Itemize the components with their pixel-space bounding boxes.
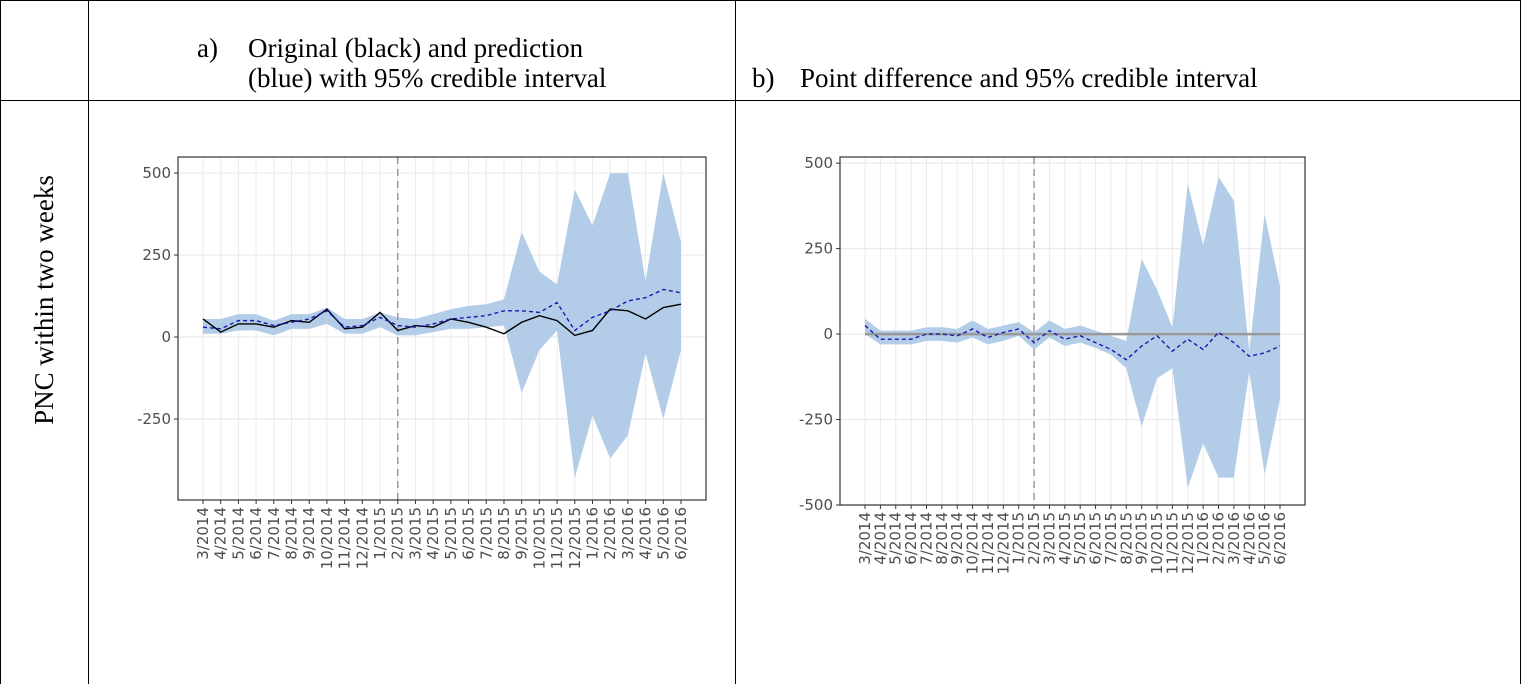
x-tick-label: 8/2014 — [283, 507, 301, 560]
x-tick-label: 8/2014 — [933, 512, 951, 565]
x-tick-label: 9/2015 — [513, 507, 531, 560]
x-tick-label: 6/2015 — [1087, 512, 1105, 565]
y-tick-label: 500 — [804, 154, 833, 172]
x-tick-label: 4/2016 — [637, 507, 655, 560]
series-line — [202, 303, 682, 337]
x-tick-label: 5/2016 — [654, 507, 672, 560]
x-tick-label: 8/2015 — [495, 507, 513, 560]
x-tick-label: 11/2015 — [548, 507, 566, 569]
x-tick-label: 4/2015 — [1056, 512, 1074, 565]
y-tick-label: 0 — [823, 325, 833, 343]
x-tick-label: 3/2015 — [1040, 512, 1058, 565]
x-tick-label: 5/2015 — [442, 507, 460, 560]
x-tick-label: 5/2014 — [229, 507, 247, 560]
credible-interval — [203, 173, 681, 479]
x-tick-label: 11/2014 — [336, 507, 354, 569]
x-tick-label: 3/2016 — [619, 507, 637, 560]
x-tick-label: 4/2014 — [212, 507, 230, 560]
x-tick-label: 11/2014 — [979, 512, 997, 574]
x-tick-label: 1/2015 — [1010, 512, 1028, 565]
y-tick-label: -250 — [137, 410, 171, 428]
x-tick-label: 6/2014 — [902, 512, 920, 565]
x-tick-label: 3/2015 — [406, 507, 424, 560]
x-tick-label: 4/2015 — [424, 507, 442, 560]
plot-border — [177, 156, 707, 501]
x-tick-label: 10/2015 — [530, 507, 548, 569]
x-tick-label: 4/2014 — [871, 512, 889, 565]
plot-border — [839, 156, 1306, 506]
x-tick-label: 1/2016 — [583, 507, 601, 560]
y-tick-label: 0 — [161, 328, 171, 346]
y-tick-label: 500 — [142, 164, 171, 182]
x-tick-label: 12/2015 — [1179, 512, 1197, 574]
header-marker: a) — [197, 33, 218, 63]
series-line — [864, 325, 1281, 361]
x-tick-label: 6/2014 — [247, 507, 265, 560]
x-tick-label: 10/2014 — [964, 512, 982, 574]
x-tick-label: 5/2015 — [1071, 512, 1089, 565]
x-tick-label: 11/2015 — [1163, 512, 1181, 574]
x-tick-label: 10/2015 — [1148, 512, 1166, 574]
x-tick-label: 7/2015 — [1102, 512, 1120, 565]
x-tick-label: 9/2015 — [1133, 512, 1151, 565]
x-tick-label: 7/2014 — [917, 512, 935, 565]
x-tick-label: 9/2014 — [300, 507, 318, 560]
header-line: Original (black) and prediction — [248, 33, 584, 63]
x-tick-label: 7/2014 — [265, 507, 283, 560]
x-tick-label: 8/2015 — [1117, 512, 1135, 565]
header-line: Point difference and 95% credible interv… — [800, 63, 1258, 93]
series-line — [202, 288, 682, 332]
x-tick-label: 6/2016 — [672, 507, 690, 560]
x-tick-label: 7/2015 — [477, 507, 495, 560]
x-tick-label: 2/2016 — [601, 507, 619, 560]
x-tick-label: 2/2015 — [1025, 512, 1043, 565]
x-tick-label: 3/2014 — [856, 512, 874, 565]
x-tick-label: 12/2014 — [353, 507, 371, 569]
x-tick-label: 1/2016 — [1194, 512, 1212, 565]
header-marker: b) — [752, 63, 775, 93]
x-tick-label: 2/2016 — [1210, 512, 1228, 565]
y-tick-label: 250 — [804, 240, 833, 258]
y-tick-label: -250 — [799, 411, 833, 429]
x-tick-label: 1/2015 — [371, 507, 389, 560]
x-tick-label: 6/2016 — [1271, 512, 1289, 565]
x-tick-label: 10/2014 — [318, 507, 336, 569]
x-tick-label: 3/2014 — [194, 507, 212, 560]
header-line: (blue) with 95% credible interval — [248, 63, 607, 93]
credible-interval — [865, 176, 1280, 488]
x-tick-label: 12/2015 — [566, 507, 584, 569]
x-tick-label: 6/2015 — [460, 507, 478, 560]
x-tick-label: 5/2014 — [887, 512, 905, 565]
y-tick-label: -500 — [799, 496, 833, 514]
y-tick-label: 250 — [142, 246, 171, 264]
x-tick-label: 4/2016 — [1240, 512, 1258, 565]
x-tick-label: 5/2016 — [1256, 512, 1274, 565]
x-tick-label: 9/2014 — [948, 512, 966, 565]
x-tick-label: 12/2014 — [994, 512, 1012, 574]
x-tick-label: 3/2016 — [1225, 512, 1243, 565]
x-tick-label: 2/2015 — [389, 507, 407, 560]
